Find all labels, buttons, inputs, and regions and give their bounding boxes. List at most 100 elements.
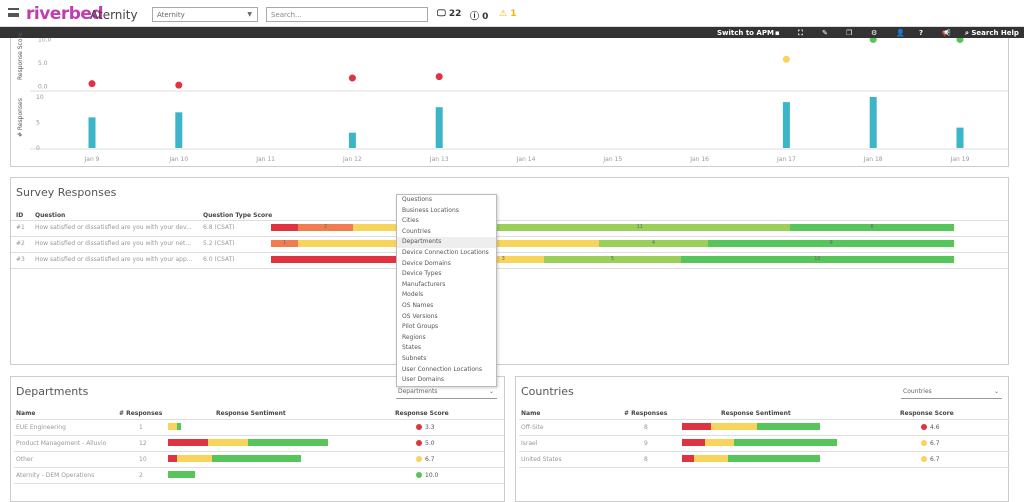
dropdown-option[interactable]: Models (402, 291, 424, 299)
sentiment-segment[interactable]: 6 (790, 224, 954, 231)
sentiment-segment[interactable]: 11 (489, 224, 791, 231)
dropdown-option[interactable]: User Domains (402, 376, 444, 384)
score-point[interactable] (175, 81, 183, 89)
row-divider (14, 467, 504, 468)
responses-bar[interactable] (175, 112, 183, 148)
responses-bar[interactable] (869, 97, 877, 148)
sentiment-segment[interactable] (734, 439, 837, 446)
question-text[interactable]: How satisfied or dissatisfied are you wi… (35, 224, 192, 231)
row-name[interactable]: EUE Engineering (16, 424, 66, 431)
gear-icon[interactable]: ⚙ (871, 29, 878, 37)
responses-bar[interactable] (956, 127, 964, 148)
sentiment-segment[interactable]: 1 (271, 240, 299, 247)
dropdown-option[interactable]: Questions (402, 196, 432, 203)
sentiment-segment[interactable] (168, 455, 177, 462)
responses-bar[interactable] (782, 102, 790, 148)
row-name[interactable]: Off-Site (521, 424, 544, 431)
sentiment-segment[interactable]: 4 (598, 240, 709, 247)
dropdown-option[interactable]: Cities (402, 217, 419, 225)
dropdown-option[interactable]: Manufacturers (402, 280, 446, 288)
sentiment-segment[interactable] (271, 256, 463, 263)
sentiment-segment[interactable] (168, 471, 195, 478)
dropdown-option[interactable]: Countries (402, 227, 431, 235)
sentiment-segment[interactable]: 10 (680, 256, 954, 263)
sentiment-segment[interactable] (177, 455, 212, 462)
sentiment-segment[interactable] (705, 439, 734, 446)
info-status[interactable]: ⓘ 0 (470, 12, 489, 22)
row-divider (519, 419, 1009, 420)
sentiment-segment[interactable]: 2 (298, 224, 353, 231)
sentiment-segment[interactable]: 9 (708, 240, 954, 247)
dropdown-option[interactable]: Device Connection Locations (402, 248, 489, 256)
sentiment-segment[interactable] (177, 423, 181, 430)
scope-select[interactable]: Aternity ▼ (152, 7, 258, 22)
sentiment-segment[interactable]: 5 (544, 256, 681, 263)
sentiment-segment[interactable] (682, 423, 711, 430)
countries-select[interactable]: Countries ⌄ (901, 388, 1002, 399)
row-name[interactable]: Product Management - Alluvio (16, 440, 107, 447)
sentiment-segment[interactable] (168, 439, 208, 446)
responses-bar[interactable] (348, 132, 356, 148)
score-dot-icon (416, 424, 422, 430)
departments-select[interactable]: Departments ⌄ (396, 388, 497, 399)
row-divider (519, 467, 1009, 468)
sentiment-segment[interactable] (271, 224, 299, 231)
search-input[interactable]: Search... (266, 7, 428, 22)
switch-to-apm-button[interactable]: Switch to APM (717, 29, 774, 37)
score-point[interactable] (88, 80, 96, 88)
dropdown-option[interactable]: Departments (397, 237, 496, 248)
score-dot-icon (921, 456, 927, 462)
sentiment-segment[interactable] (168, 423, 177, 430)
responses-bar[interactable] (88, 117, 96, 148)
dropdown-option[interactable]: States (402, 344, 422, 352)
dropdown-option[interactable]: Regions (402, 333, 426, 341)
dropdown-option[interactable]: Device Types (402, 270, 442, 278)
dropdown-option[interactable]: Pilot Groups (402, 323, 439, 331)
sentiment-segment[interactable] (248, 439, 328, 446)
scope-select-value: Aternity (157, 11, 185, 19)
search-help-button[interactable]: ⌕ Search Help (965, 29, 1019, 38)
devices-status[interactable]: 🖵 22 (437, 9, 462, 19)
sentiment-segment[interactable] (682, 455, 694, 462)
sentiment-segment[interactable] (694, 455, 728, 462)
dropdown-option[interactable]: Subnets (402, 354, 427, 362)
departments-select-value: Departments (398, 388, 438, 395)
sentiment-segment[interactable] (711, 423, 757, 430)
menu-icon[interactable] (8, 8, 19, 17)
megaphone-icon[interactable]: 📢 (942, 29, 951, 37)
sentiment-segment[interactable]: 3 (462, 256, 545, 263)
score-point[interactable] (348, 74, 356, 82)
row-name[interactable]: Israel (521, 440, 538, 447)
row-divider (14, 483, 504, 484)
user-icon[interactable]: 👤 (896, 29, 905, 37)
responses-bar[interactable] (435, 107, 443, 148)
warning-status[interactable]: ⚠ 1 (499, 9, 517, 19)
row-name[interactable]: Other (16, 456, 34, 463)
dropdown-option[interactable]: OS Names (402, 301, 434, 309)
score-point[interactable] (869, 38, 877, 43)
search-icon: ⌕ (965, 29, 969, 37)
sentiment-segment[interactable] (728, 455, 820, 462)
sentiment-segment[interactable] (212, 455, 301, 462)
score-dot-icon (416, 440, 422, 446)
col-score: Response Score (395, 410, 449, 417)
edit-home-icon[interactable]: ✎ (822, 29, 828, 37)
dropdown-option[interactable]: User Connection Locations (402, 365, 482, 373)
dropdown-option[interactable]: Device Domains (402, 259, 451, 267)
copy-icon[interactable]: ❐ (846, 29, 853, 37)
sentiment-segment[interactable] (682, 439, 705, 446)
score-point[interactable] (782, 55, 790, 63)
dropdown-option[interactable]: Business Locations (402, 206, 459, 214)
help-icon[interactable]: ? (919, 29, 924, 37)
row-name[interactable]: Aternity - DEM Operations (16, 472, 95, 479)
row-name[interactable]: United States (521, 456, 562, 463)
save-icon[interactable]: ▪ (775, 29, 780, 37)
score-point[interactable] (956, 38, 964, 43)
sentiment-segment[interactable] (757, 423, 820, 430)
fullscreen-icon[interactable]: ⛶ (798, 29, 803, 37)
question-text[interactable]: How satisfied or dissatisfied are you wi… (35, 256, 193, 263)
sentiment-segment[interactable] (208, 439, 248, 446)
score-point[interactable] (435, 73, 443, 81)
dropdown-option[interactable]: OS Versions (402, 312, 438, 320)
question-text[interactable]: How satisfied or dissatisfied are you wi… (35, 240, 192, 247)
